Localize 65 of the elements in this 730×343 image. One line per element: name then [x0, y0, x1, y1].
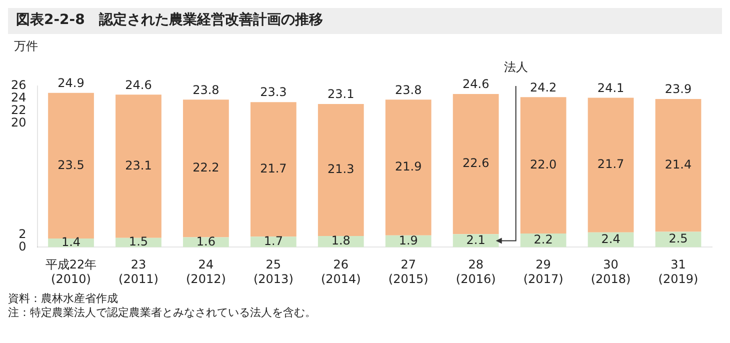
x-tick-label: 26 (2014) — [320, 258, 361, 286]
data-label: 1.6 — [196, 234, 216, 248]
y-tick-label: 2 — [18, 226, 26, 241]
x-tick-label: 30 (2018) — [590, 258, 631, 286]
total-label: 23.1 — [328, 87, 354, 102]
data-label: 1.8 — [331, 234, 350, 248]
bar — [655, 232, 702, 248]
data-label: 1.9 — [398, 233, 418, 248]
data-label: 22.6 — [462, 156, 490, 170]
bar — [452, 234, 499, 248]
data-label: 1.7 — [264, 234, 283, 248]
bar — [183, 100, 229, 238]
x-tick-label: 23 (2011) — [118, 258, 158, 286]
x-tick-label: 平成22年 (2010) — [45, 258, 97, 286]
data-label: 2.2 — [534, 232, 553, 247]
x-tick-label: 27 (2015) — [388, 258, 428, 286]
x-tick-label: 31 (2019) — [658, 258, 698, 286]
data-label: 21.7 — [597, 157, 624, 172]
text: 注：特定農業法人で認定農業者とみなされている法人を含む。 — [8, 306, 317, 320]
y-tick-label: 22 — [10, 102, 26, 117]
data-label: 21.3 — [328, 162, 354, 176]
data-label: 2.4 — [601, 232, 620, 246]
text: 法人 — [504, 60, 528, 74]
total-label: 24.6 — [462, 77, 490, 92]
data-label: 2.5 — [668, 232, 688, 246]
y-tick-label: 20 — [10, 115, 26, 130]
bar — [520, 97, 566, 234]
bar — [588, 98, 634, 232]
total-label: 23.3 — [260, 85, 287, 100]
bar — [520, 234, 566, 248]
data-label: 22.0 — [530, 157, 557, 172]
total-label: 24.1 — [597, 80, 624, 95]
data-label: 21.9 — [395, 160, 422, 174]
x-tick-label: 28 (2016) — [456, 258, 496, 286]
data-label: 22.2 — [192, 160, 220, 175]
y-tick-label: 26 — [10, 78, 26, 92]
total-label: 23.8 — [395, 82, 422, 97]
bar — [452, 94, 499, 234]
total-label: 24.6 — [125, 78, 152, 92]
text: 資料：農林水産省作成 — [8, 292, 119, 306]
bar — [385, 100, 432, 236]
data-label: 1.5 — [128, 234, 148, 249]
y-tick-label: 0 — [18, 239, 26, 254]
bar — [48, 92, 94, 239]
x-tick-label: 24 (2012) — [186, 258, 226, 286]
total-label: 23.9 — [664, 82, 692, 96]
y-axis-title: 万件 — [14, 38, 39, 53]
x-tick-label: 25 (2013) — [253, 258, 294, 286]
data-label: 23.5 — [58, 158, 84, 172]
data-label: 23.1 — [125, 158, 152, 172]
total-label: 23.8 — [192, 82, 220, 97]
chart-title: 図表2-2-8 認定された農業経営改善計画の推移 — [8, 8, 722, 34]
data-label: 21.4 — [664, 157, 692, 172]
bar — [655, 99, 702, 232]
total-label: 24.2 — [530, 80, 557, 94]
bar — [250, 102, 296, 237]
bar — [318, 104, 364, 236]
y-tick-label: 24 — [10, 90, 26, 105]
bar — [250, 236, 296, 248]
bar — [116, 94, 162, 238]
data-label: 21.7 — [260, 162, 287, 176]
total-label: 24.9 — [58, 76, 84, 90]
data-label: 1.4 — [61, 234, 81, 249]
data-label: 2.1 — [466, 232, 486, 247]
x-tick-label: 29 (2017) — [523, 258, 564, 286]
